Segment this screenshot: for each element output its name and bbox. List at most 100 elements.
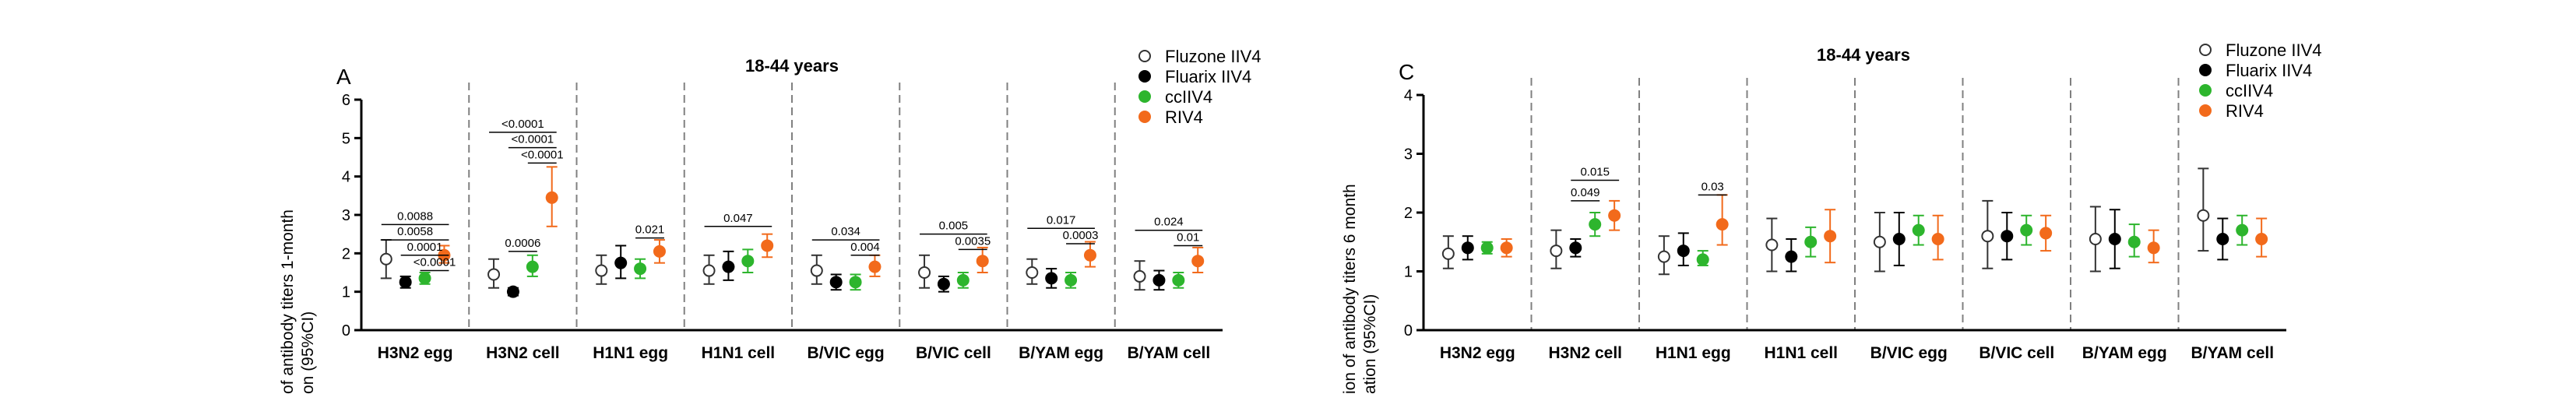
y-tick-label: 2	[1404, 205, 1413, 222]
panel-c-ylabel-line-2: ation (95%CI)	[1361, 294, 1379, 394]
legend-marker	[2199, 104, 2212, 117]
panel-c-title: 18-44 years	[1817, 45, 1910, 65]
data-point-3	[741, 255, 755, 268]
category-label: B/YAM cell	[1128, 344, 1211, 362]
data-point-1	[2089, 232, 2102, 245]
data-point-4	[545, 191, 558, 204]
data-point-2	[2216, 232, 2229, 245]
panel-a-ylabel-line-2: on (95%CI)	[299, 311, 317, 394]
y-tick-label: 6	[342, 92, 350, 109]
category-label: H1N1 egg	[1656, 344, 1731, 362]
y-tick-label: 3	[1404, 146, 1413, 164]
panel-c: C 18-44 years ion of antibody titers 6 m…	[1341, 40, 2322, 394]
data-point-1	[595, 264, 608, 277]
data-point-1	[810, 264, 823, 277]
y-tick-label: 0	[342, 322, 350, 339]
y-tick-label: 3	[342, 207, 350, 224]
significance-p-value: 0.0001	[407, 241, 443, 254]
data-point-1	[702, 264, 716, 277]
data-point-2	[2108, 232, 2121, 245]
data-point-1	[1550, 244, 1563, 258]
significance-p-value: 0.004	[850, 241, 880, 254]
data-point-2	[399, 276, 412, 289]
data-point-1	[1133, 269, 1146, 283]
data-point-3	[1172, 273, 1185, 287]
data-point-1	[1026, 266, 1039, 279]
panel-a-title: 18-44 years	[745, 56, 839, 76]
significance-p-value: 0.0035	[955, 234, 991, 248]
legend-label: ccIIV4	[2226, 81, 2273, 100]
data-point-2	[614, 256, 628, 269]
legend-marker	[1138, 70, 1151, 83]
data-point-4	[1931, 232, 1944, 245]
data-point-4	[1191, 255, 1205, 268]
data-point-4	[976, 255, 989, 268]
y-tick-label: 1	[1404, 264, 1413, 281]
data-point-2	[2001, 230, 2014, 243]
data-point-2	[1045, 272, 1058, 285]
y-tick-label: 4	[342, 169, 350, 186]
legend-label: Fluarix IIV4	[1165, 67, 1251, 86]
legend-label: Fluzone IIV4	[2226, 40, 2322, 60]
category-label: H1N1 egg	[593, 344, 668, 362]
data-point-2	[1677, 244, 1690, 258]
data-point-1	[2197, 209, 2210, 222]
category-label: H1N1 cell	[1764, 344, 1838, 362]
significance-p-value: <0.0001	[413, 256, 456, 269]
significance-p-value: 0.017	[1047, 213, 1076, 227]
data-point-3	[1696, 253, 1709, 266]
data-point-2	[1785, 250, 1798, 263]
category-label: B/VIC cell	[916, 344, 991, 362]
significance-p-value: 0.015	[1580, 165, 1610, 178]
significance-p-value: <0.0001	[501, 118, 544, 131]
data-point-3	[1065, 273, 1078, 287]
panel-c-ylabel-line-1: ion of antibody titers 6 month	[1341, 184, 1359, 394]
data-point-2	[506, 285, 519, 298]
legend-marker	[2199, 84, 2212, 97]
category-label: H3N2 cell	[1548, 344, 1622, 362]
y-tick-label: 4	[1404, 87, 1413, 104]
legend-label: RIV4	[2226, 101, 2264, 121]
data-point-2	[1461, 241, 1474, 255]
data-point-2	[1569, 241, 1582, 255]
data-point-4	[2039, 227, 2053, 240]
significance-p-value: 0.024	[1154, 216, 1184, 229]
category-label: H3N2 egg	[378, 344, 453, 362]
category-label: B/VIC egg	[808, 344, 885, 362]
data-point-1	[487, 268, 501, 281]
category-label: B/VIC egg	[1870, 344, 1948, 362]
data-point-1	[918, 266, 931, 279]
data-point-3	[1589, 218, 1602, 231]
y-tick-label: 5	[342, 130, 350, 147]
data-point-3	[956, 273, 970, 287]
legend-marker	[1138, 50, 1151, 62]
category-label: B/YAM egg	[1019, 344, 1103, 362]
data-point-4	[2147, 241, 2160, 255]
legend-label: Fluzone IIV4	[1165, 47, 1262, 66]
data-point-4	[1608, 209, 1621, 222]
significance-p-value: 0.01	[1177, 230, 1199, 244]
data-point-2	[829, 276, 843, 289]
significance-p-value: 0.0003	[1063, 229, 1099, 242]
data-point-2	[722, 260, 735, 273]
category-label: H3N2 egg	[1440, 344, 1515, 362]
legend-marker	[1138, 90, 1151, 103]
significance-p-value: 0.021	[635, 223, 665, 237]
legend-marker	[1138, 111, 1151, 123]
data-point-3	[849, 276, 862, 289]
legend-marker	[2199, 64, 2212, 76]
y-tick-label: 2	[342, 245, 350, 262]
data-point-3	[2020, 223, 2033, 237]
significance-p-value: 0.047	[723, 212, 753, 225]
data-point-1	[1981, 230, 1994, 243]
data-point-1	[1765, 238, 1779, 252]
panel-a-label: A	[336, 65, 351, 89]
category-label: B/YAM cell	[2191, 344, 2274, 362]
panel-a-ylabel-line-1: of antibody titers 1-month	[279, 209, 297, 394]
significance-p-value: <0.0001	[521, 148, 564, 161]
data-point-3	[634, 262, 647, 276]
data-point-3	[2127, 235, 2141, 248]
significance-p-value: <0.0001	[511, 133, 554, 146]
legend-marker	[2199, 44, 2212, 56]
